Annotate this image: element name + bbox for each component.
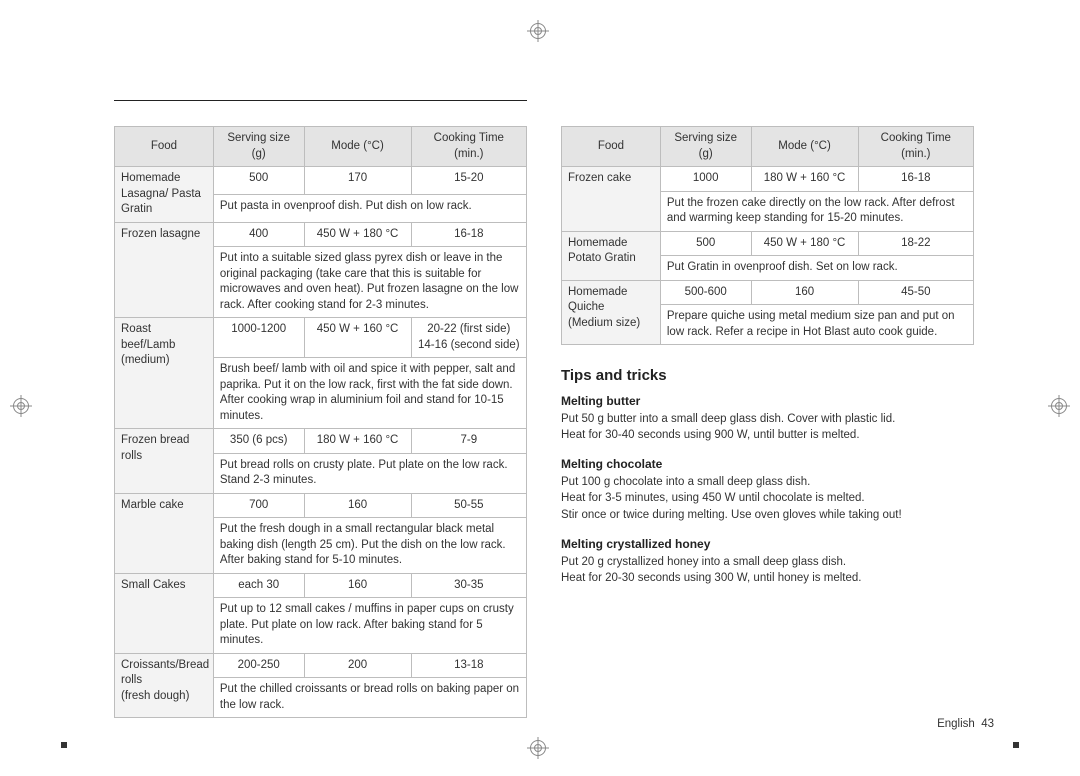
instruction-cell: Put pasta in ovenproof dish. Put dish on… xyxy=(213,194,526,222)
crop-dot xyxy=(61,742,67,748)
time-cell: 16-18 xyxy=(858,167,973,192)
food-cell: Homemade Quiche(Medium size) xyxy=(562,280,661,345)
mode-cell: 450 W + 160 °C xyxy=(304,318,411,358)
cooking-table-right: Food Serving size (g) Mode (°C) Cooking … xyxy=(561,126,974,345)
serving-cell: each 30 xyxy=(213,573,304,598)
mode-cell: 160 xyxy=(304,493,411,518)
instruction-cell: Put Gratin in ovenproof dish. Set on low… xyxy=(660,256,973,281)
footer-lang: English xyxy=(937,718,975,730)
instruction-cell: Put bread rolls on crusty plate. Put pla… xyxy=(213,453,526,493)
tip-block: Melting crystallized honey Put 20 g cryst… xyxy=(561,537,974,586)
manual-page: Food Serving size (g) Mode (°C) Cooking … xyxy=(0,0,1080,776)
serving-cell: 500 xyxy=(213,167,304,195)
reg-mark-bottom xyxy=(530,740,546,756)
tip-text: Put 20 g crystallized honey into a small… xyxy=(561,554,974,586)
cooking-table-left: Food Serving size (g) Mode (°C) Cooking … xyxy=(114,126,527,718)
instruction-cell: Prepare quiche using metal medium size p… xyxy=(660,305,973,345)
food-cell: Frozen lasagne xyxy=(115,222,214,318)
serving-cell: 500 xyxy=(660,231,751,256)
serving-cell: 1000 xyxy=(660,167,751,192)
time-cell: 45-50 xyxy=(858,280,973,305)
serving-cell: 500-600 xyxy=(660,280,751,305)
tips-heading: Tips and tricks xyxy=(561,367,974,384)
mode-cell: 450 W + 180 °C xyxy=(304,222,411,247)
time-cell: 16-18 xyxy=(411,222,526,247)
instruction-cell: Put the fresh dough in a small rectangul… xyxy=(213,518,526,574)
th-mode: Mode (°C) xyxy=(751,127,858,167)
food-cell: Homemade Potato Gratin xyxy=(562,231,661,280)
food-cell: Marble cake xyxy=(115,493,214,573)
serving-cell: 400 xyxy=(213,222,304,247)
time-cell: 30-35 xyxy=(411,573,526,598)
mode-cell: 180 W + 160 °C xyxy=(304,429,411,454)
mode-cell: 160 xyxy=(751,280,858,305)
tip-block: Melting chocolate Put 100 g chocolate int… xyxy=(561,457,974,522)
food-cell: Frozen bread rolls xyxy=(115,429,214,494)
tip-title: Melting butter xyxy=(561,394,974,408)
instruction-cell: Put up to 12 small cakes / muffins in pa… xyxy=(213,598,526,654)
serving-cell: 700 xyxy=(213,493,304,518)
time-cell: 13-18 xyxy=(411,653,526,678)
tip-block: Melting butter Put 50 g butter into a sma… xyxy=(561,394,974,443)
time-cell: 50-55 xyxy=(411,493,526,518)
tip-text: Put 100 g chocolate into a small deep gl… xyxy=(561,474,974,522)
serving-cell: 350 (6 pcs) xyxy=(213,429,304,454)
mode-cell: 160 xyxy=(304,573,411,598)
page-footer: English 43 xyxy=(937,718,994,730)
food-cell: Croissants/Bread rolls(fresh dough) xyxy=(115,653,214,718)
food-cell: Homemade Lasagna/ Pasta Gratin xyxy=(115,167,214,223)
th-time: Cooking Time (min.) xyxy=(858,127,973,167)
th-food: Food xyxy=(115,127,214,167)
footer-page: 43 xyxy=(981,718,994,730)
crop-dot xyxy=(1013,742,1019,748)
th-serving: Serving size (g) xyxy=(213,127,304,167)
tip-text: Put 50 g butter into a small deep glass … xyxy=(561,411,974,443)
time-cell: 15-20 xyxy=(411,167,526,195)
reg-mark-right xyxy=(1051,398,1067,414)
mode-cell: 170 xyxy=(304,167,411,195)
th-food: Food xyxy=(562,127,661,167)
tip-title: Melting crystallized honey xyxy=(561,537,974,551)
food-cell: Frozen cake xyxy=(562,167,661,232)
serving-cell: 200-250 xyxy=(213,653,304,678)
food-cell: Roast beef/Lamb (medium) xyxy=(115,318,214,429)
instruction-cell: Put the frozen cake directly on the low … xyxy=(660,191,973,231)
serving-cell: 1000-1200 xyxy=(213,318,304,358)
instruction-cell: Put into a suitable sized glass pyrex di… xyxy=(213,247,526,318)
mode-cell: 200 xyxy=(304,653,411,678)
th-mode: Mode (°C) xyxy=(304,127,411,167)
mode-cell: 450 W + 180 °C xyxy=(751,231,858,256)
left-column: Food Serving size (g) Mode (°C) Cooking … xyxy=(114,126,527,718)
tip-title: Melting chocolate xyxy=(561,457,974,471)
instruction-cell: Put the chilled croissants or bread roll… xyxy=(213,678,526,718)
right-column: Food Serving size (g) Mode (°C) Cooking … xyxy=(561,126,974,718)
section-rule xyxy=(114,100,527,101)
time-cell: 20-22 (first side)14-16 (second side) xyxy=(411,318,526,358)
mode-cell: 180 W + 160 °C xyxy=(751,167,858,192)
reg-mark-top xyxy=(530,23,546,39)
th-serving: Serving size (g) xyxy=(660,127,751,167)
reg-mark-left xyxy=(13,398,29,414)
time-cell: 7-9 xyxy=(411,429,526,454)
food-cell: Small Cakes xyxy=(115,573,214,653)
th-time: Cooking Time (min.) xyxy=(411,127,526,167)
time-cell: 18-22 xyxy=(858,231,973,256)
instruction-cell: Brush beef/ lamb with oil and spice it w… xyxy=(213,358,526,429)
